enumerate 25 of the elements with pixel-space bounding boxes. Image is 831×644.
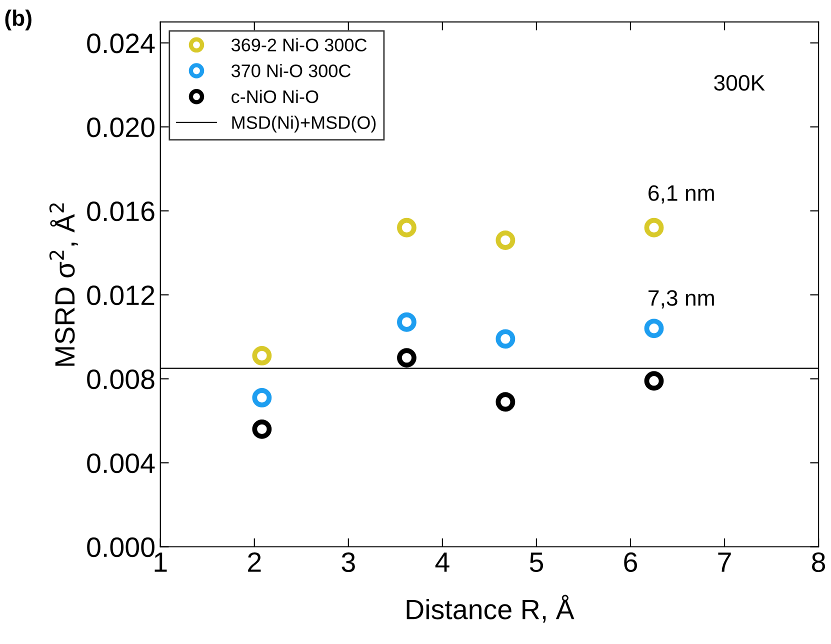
annotation: 300K [714, 74, 765, 91]
x-tick-label: 1 [154, 552, 167, 572]
x-axis-title: Distance R, Å [406, 594, 574, 623]
x-tick-label: 7 [718, 552, 731, 572]
annotation: 6,1 nm [648, 185, 714, 204]
x-tick-label: 2 [248, 552, 261, 572]
y-tick-label: 0.008 [87, 369, 154, 390]
legend-label: c-NiO Ni-O [232, 90, 318, 104]
y-tick-label: 0.012 [87, 285, 154, 306]
y-tick-label: 0.020 [87, 118, 154, 138]
x-tick-label: 5 [530, 552, 544, 572]
y-tick-label: 0.004 [87, 453, 155, 474]
legend-label: 369-2 Ni-O 300C [231, 38, 367, 52]
x-tick-label: 8 [812, 552, 826, 572]
y-tick-label: 0.024 [87, 34, 155, 54]
x-tick-label: 4 [435, 552, 450, 572]
y-tick-label: 0.016 [87, 202, 154, 222]
y-axis-title: MSRD σ$^{2}$, Å$^{2}$ [49, 203, 78, 366]
x-tick-label: 3 [342, 552, 355, 572]
annotation: 7,3 nm [648, 290, 714, 309]
legend-label: MSD(Ni)+MSD(O) [232, 116, 376, 133]
legend-label: 370 Ni-O 300C [231, 64, 351, 78]
y-tick-label: 0.000 [87, 537, 154, 558]
text: (b) [5, 10, 32, 30]
x-tick-label: 6 [624, 552, 637, 572]
